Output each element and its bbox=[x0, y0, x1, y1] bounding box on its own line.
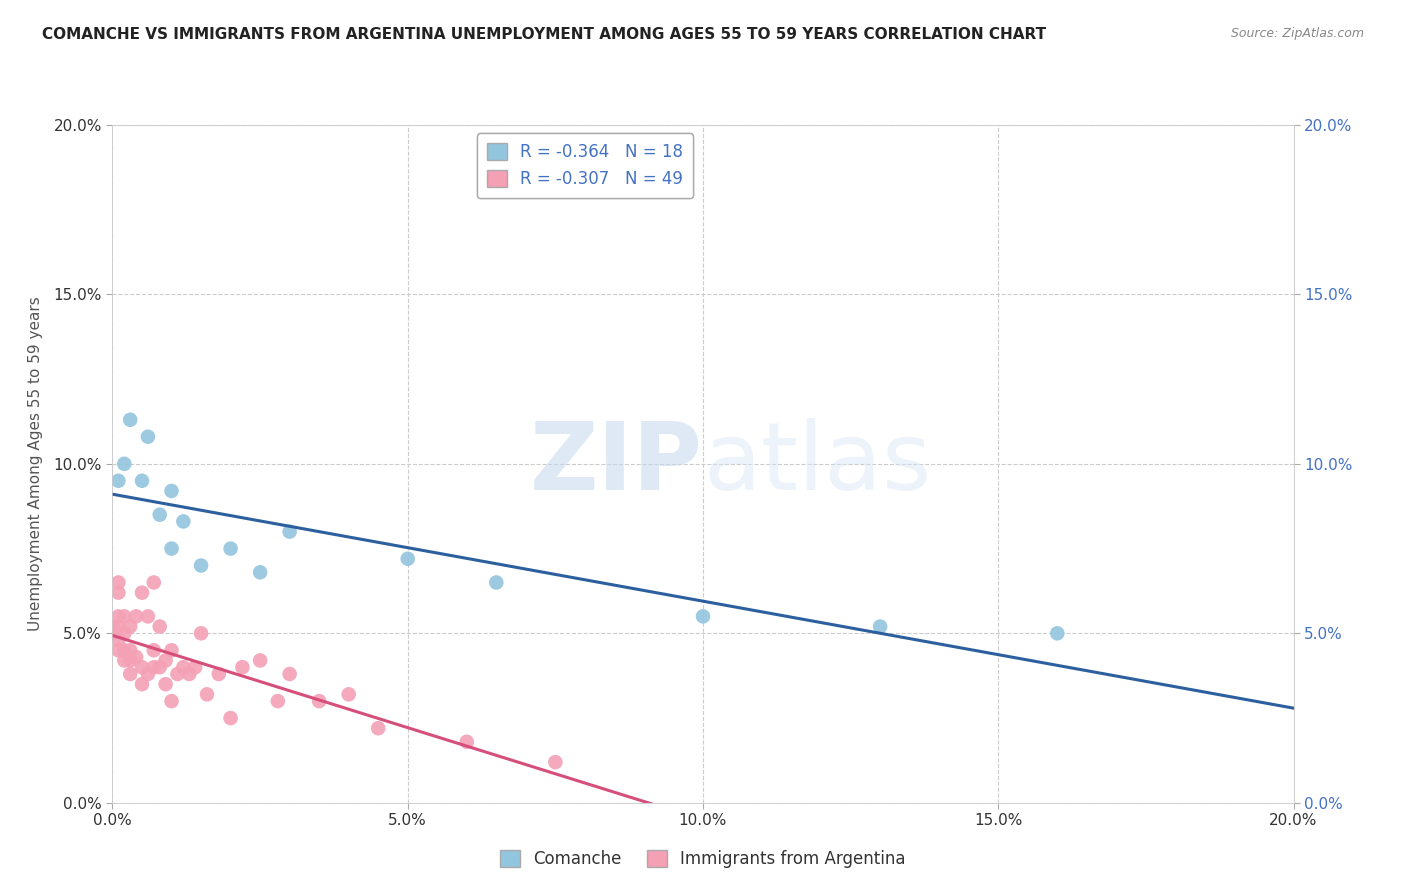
Point bbox=[544, 755, 567, 769]
Point bbox=[125, 609, 148, 624]
Point bbox=[136, 430, 159, 444]
Point bbox=[112, 653, 135, 667]
Text: ZIP: ZIP bbox=[530, 417, 703, 510]
Point bbox=[107, 474, 129, 488]
Point bbox=[142, 575, 165, 590]
Point bbox=[131, 585, 153, 599]
Point bbox=[692, 609, 714, 624]
Point bbox=[160, 643, 183, 657]
Point bbox=[125, 650, 148, 665]
Point bbox=[184, 660, 207, 674]
Point bbox=[120, 667, 142, 681]
Text: Source: ZipAtlas.com: Source: ZipAtlas.com bbox=[1230, 27, 1364, 40]
Point bbox=[166, 667, 188, 681]
Legend: R = -0.364   N = 18, R = -0.307   N = 49: R = -0.364 N = 18, R = -0.307 N = 49 bbox=[477, 133, 693, 198]
Point bbox=[120, 653, 142, 667]
Point bbox=[195, 687, 218, 701]
Point bbox=[367, 721, 389, 735]
Point bbox=[231, 660, 253, 674]
Point bbox=[107, 609, 129, 624]
Point bbox=[456, 735, 478, 749]
Point bbox=[190, 626, 212, 640]
Point bbox=[112, 457, 135, 471]
Point bbox=[131, 660, 153, 674]
Point bbox=[112, 626, 135, 640]
Point bbox=[112, 609, 135, 624]
Point bbox=[278, 667, 301, 681]
Y-axis label: Unemployment Among Ages 55 to 59 years: Unemployment Among Ages 55 to 59 years bbox=[28, 296, 42, 632]
Point bbox=[107, 585, 129, 599]
Point bbox=[107, 643, 129, 657]
Point bbox=[179, 667, 201, 681]
Point bbox=[308, 694, 330, 708]
Point bbox=[172, 515, 194, 529]
Point bbox=[155, 677, 177, 691]
Point bbox=[160, 694, 183, 708]
Point bbox=[160, 541, 183, 556]
Point bbox=[219, 541, 242, 556]
Point bbox=[136, 609, 159, 624]
Point bbox=[208, 667, 231, 681]
Point bbox=[107, 633, 129, 648]
Point bbox=[107, 619, 129, 633]
Point bbox=[172, 660, 194, 674]
Point bbox=[120, 643, 142, 657]
Point bbox=[120, 413, 142, 427]
Point bbox=[249, 653, 271, 667]
Point bbox=[131, 474, 153, 488]
Point bbox=[278, 524, 301, 539]
Point bbox=[149, 660, 172, 674]
Point bbox=[149, 619, 172, 633]
Text: atlas: atlas bbox=[703, 417, 931, 510]
Point bbox=[155, 653, 177, 667]
Legend: Comanche, Immigrants from Argentina: Comanche, Immigrants from Argentina bbox=[494, 843, 912, 875]
Point bbox=[219, 711, 242, 725]
Point bbox=[337, 687, 360, 701]
Point bbox=[190, 558, 212, 573]
Point bbox=[112, 643, 135, 657]
Point bbox=[136, 667, 159, 681]
Text: COMANCHE VS IMMIGRANTS FROM ARGENTINA UNEMPLOYMENT AMONG AGES 55 TO 59 YEARS COR: COMANCHE VS IMMIGRANTS FROM ARGENTINA UN… bbox=[42, 27, 1046, 42]
Point bbox=[149, 508, 172, 522]
Point bbox=[101, 619, 124, 633]
Point bbox=[142, 643, 165, 657]
Point bbox=[267, 694, 290, 708]
Point bbox=[1046, 626, 1069, 640]
Point bbox=[485, 575, 508, 590]
Point bbox=[101, 626, 124, 640]
Point bbox=[142, 660, 165, 674]
Point bbox=[160, 483, 183, 498]
Point bbox=[396, 551, 419, 566]
Point bbox=[131, 677, 153, 691]
Point bbox=[107, 575, 129, 590]
Point bbox=[249, 566, 271, 580]
Point bbox=[120, 619, 142, 633]
Point bbox=[869, 619, 891, 633]
